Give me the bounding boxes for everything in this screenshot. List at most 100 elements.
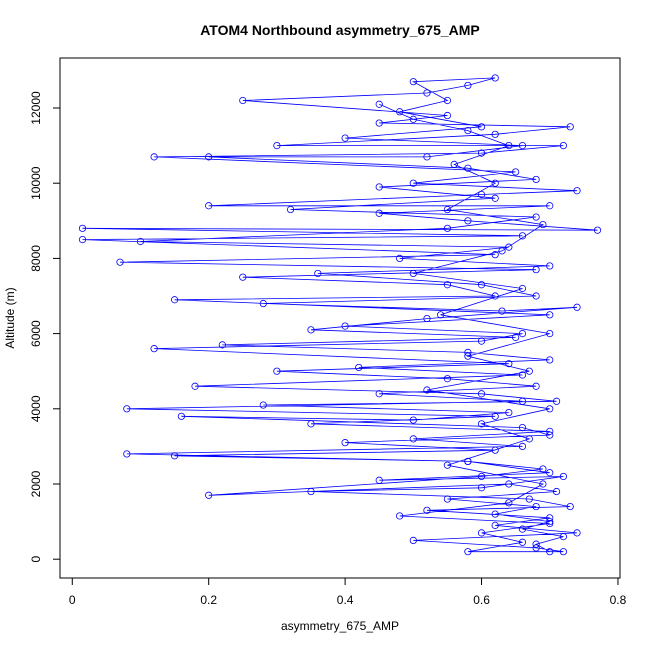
point — [546, 427, 554, 435]
point — [443, 375, 452, 383]
point — [505, 499, 513, 507]
y-tick-label: 6000 — [29, 320, 43, 347]
point — [539, 220, 547, 229]
point — [546, 356, 554, 364]
point — [559, 472, 567, 481]
point — [409, 78, 417, 86]
point — [546, 519, 554, 528]
point — [123, 450, 131, 458]
point — [532, 292, 540, 300]
point — [177, 412, 186, 420]
y-tick-label: 12000 — [29, 91, 43, 125]
point — [443, 96, 452, 105]
point — [546, 548, 554, 556]
x-tick-label: 0.6 — [473, 593, 490, 607]
point — [464, 348, 472, 357]
point — [552, 397, 561, 405]
point — [532, 540, 540, 548]
point — [477, 337, 486, 345]
point — [491, 74, 499, 82]
point — [314, 269, 322, 278]
point — [539, 480, 547, 488]
point — [518, 538, 527, 546]
point — [341, 439, 349, 447]
point — [477, 420, 486, 428]
point — [491, 251, 499, 259]
point — [464, 217, 472, 225]
point — [136, 237, 145, 246]
point — [437, 311, 445, 319]
point — [573, 529, 581, 537]
point — [307, 326, 315, 334]
point — [205, 491, 213, 499]
point — [559, 548, 567, 556]
point — [443, 111, 452, 120]
point — [218, 341, 226, 349]
point — [116, 258, 124, 266]
point — [518, 142, 527, 150]
point — [491, 130, 499, 138]
point — [443, 205, 452, 214]
point — [477, 123, 486, 131]
point — [532, 544, 540, 552]
point — [123, 405, 131, 413]
point — [307, 487, 315, 496]
point — [375, 390, 383, 398]
point — [491, 179, 499, 187]
point — [477, 472, 486, 481]
point — [512, 333, 520, 341]
point — [191, 382, 199, 390]
point — [525, 367, 533, 375]
point — [532, 175, 540, 184]
point — [409, 435, 417, 443]
point — [423, 314, 431, 323]
point — [477, 390, 486, 398]
point — [464, 126, 472, 135]
point — [546, 262, 554, 270]
y-tick-label: 0 — [29, 556, 43, 563]
point — [205, 202, 213, 210]
point — [559, 533, 567, 541]
point — [539, 465, 547, 473]
point — [573, 303, 581, 311]
point — [525, 435, 533, 443]
point — [505, 243, 513, 251]
point — [273, 367, 281, 375]
point — [286, 205, 295, 214]
point — [512, 168, 520, 176]
point — [525, 495, 533, 503]
x-tick-label: 0.2 — [200, 593, 217, 607]
point — [532, 266, 540, 274]
point — [423, 89, 431, 97]
point — [259, 299, 267, 308]
point — [532, 502, 540, 511]
point — [409, 536, 417, 545]
point — [307, 420, 315, 428]
x-tick-label: 0 — [69, 593, 76, 607]
point — [170, 296, 179, 304]
point — [375, 209, 383, 217]
point — [491, 292, 499, 300]
point — [150, 345, 158, 353]
point — [396, 108, 404, 116]
point — [341, 322, 349, 330]
point — [443, 224, 452, 232]
y-tick-label: 8000 — [29, 245, 43, 272]
point — [566, 123, 574, 131]
point — [491, 412, 499, 420]
point — [505, 480, 513, 488]
point — [505, 360, 513, 368]
y-axis-label: Altitude (m) — [3, 287, 17, 348]
point — [477, 529, 486, 537]
point — [498, 247, 506, 255]
point — [491, 510, 499, 518]
point — [477, 149, 486, 157]
x-tick-label: 0.4 — [337, 593, 354, 607]
point — [532, 213, 540, 221]
point — [375, 476, 383, 484]
point — [443, 281, 452, 289]
point — [409, 115, 417, 123]
point — [464, 81, 472, 90]
point — [505, 408, 513, 417]
point — [464, 548, 472, 556]
